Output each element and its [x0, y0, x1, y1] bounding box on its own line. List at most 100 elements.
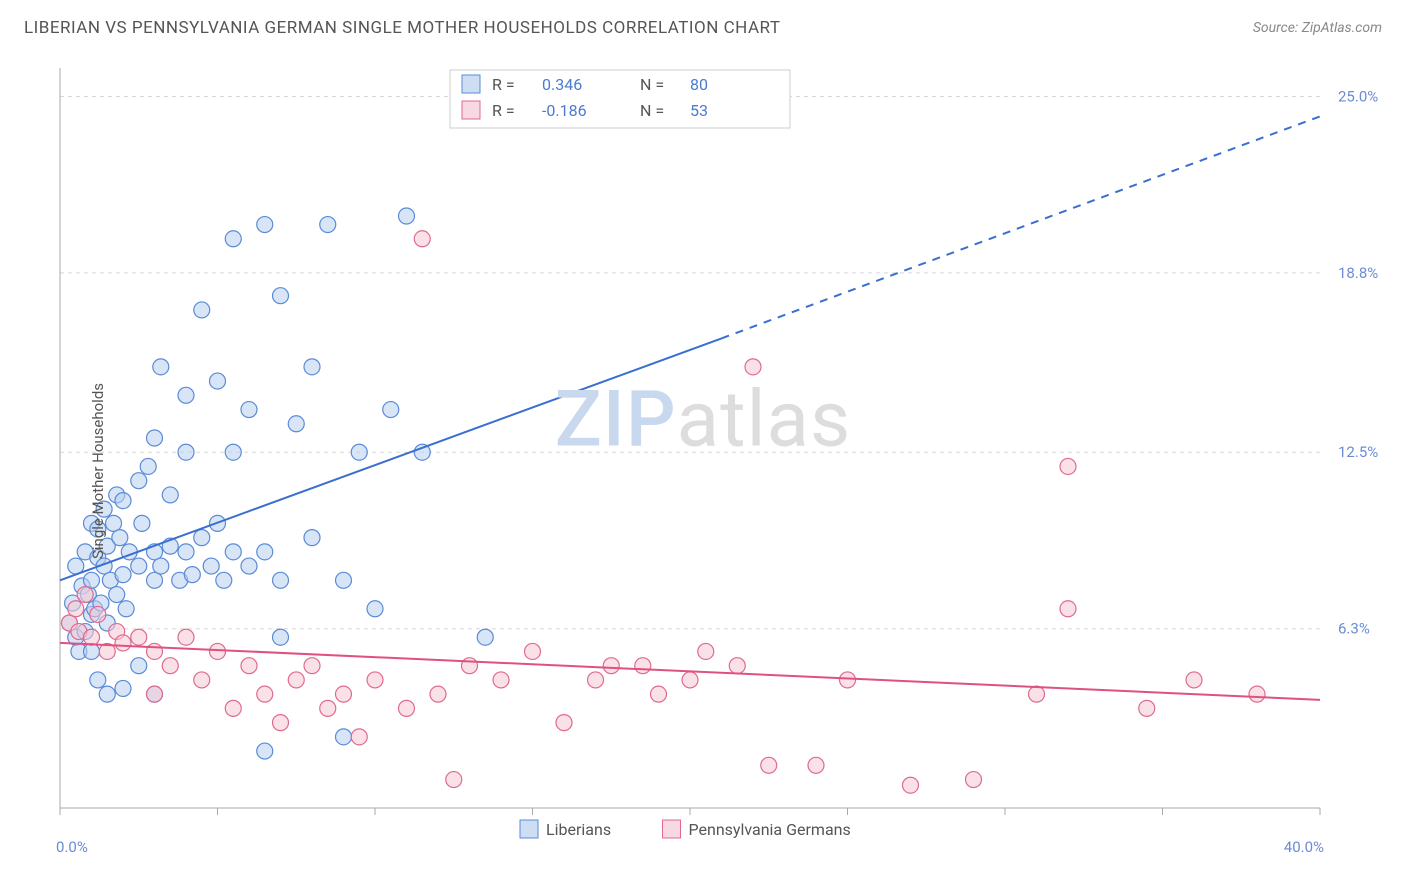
data-point	[651, 686, 667, 702]
data-point	[903, 777, 919, 793]
svg-text:6.3%: 6.3%	[1338, 620, 1370, 638]
data-point	[336, 686, 352, 702]
data-point	[134, 515, 150, 531]
data-point	[90, 606, 106, 622]
data-point	[184, 567, 200, 583]
data-point	[84, 629, 100, 645]
data-point	[194, 530, 210, 546]
svg-text:25.0%: 25.0%	[1338, 87, 1378, 105]
data-point	[729, 658, 745, 674]
data-point	[241, 402, 257, 418]
svg-text:N =: N =	[640, 101, 664, 120]
data-point	[106, 515, 122, 531]
svg-text:18.8%: 18.8%	[1338, 264, 1378, 282]
data-point	[840, 672, 856, 688]
data-point	[273, 288, 289, 304]
data-point	[178, 444, 194, 460]
data-point	[493, 672, 509, 688]
data-point	[112, 530, 128, 546]
data-point	[241, 558, 257, 574]
data-point	[99, 686, 115, 702]
data-point	[131, 473, 147, 489]
data-point	[178, 629, 194, 645]
data-point	[84, 572, 100, 588]
data-point	[84, 643, 100, 659]
data-point	[140, 458, 156, 474]
svg-text:Liberians: Liberians	[546, 820, 611, 839]
data-point	[383, 402, 399, 418]
series-legend: Liberians Pennsylvania Germans	[520, 820, 851, 839]
series-liberians	[61, 208, 493, 759]
data-point	[241, 658, 257, 674]
data-point	[178, 387, 194, 403]
source-credit: Source: ZipAtlas.com	[1253, 20, 1382, 36]
data-point	[1249, 686, 1265, 702]
scatter-chart: 6.3%12.5%18.8%25.0%0.0%40.0%R =0.346N =8…	[0, 50, 1406, 892]
chart-title: LIBERIAN VS PENNSYLVANIA GERMAN SINGLE M…	[24, 18, 781, 38]
data-point	[147, 643, 163, 659]
data-point	[225, 544, 241, 560]
data-point	[351, 729, 367, 745]
data-point	[109, 587, 125, 603]
data-point	[257, 544, 273, 560]
data-point	[304, 530, 320, 546]
data-point	[1029, 686, 1045, 702]
data-point	[635, 658, 651, 674]
svg-text:0.346: 0.346	[542, 75, 582, 94]
data-point	[115, 567, 131, 583]
data-point	[210, 373, 226, 389]
data-point	[462, 658, 478, 674]
y-axis-label: Single Mother Households	[89, 383, 107, 559]
data-point	[399, 208, 415, 224]
data-point	[367, 672, 383, 688]
data-point	[147, 572, 163, 588]
data-point	[446, 772, 462, 788]
data-point	[194, 672, 210, 688]
data-point	[336, 572, 352, 588]
svg-text:-0.186: -0.186	[542, 101, 587, 120]
data-point	[525, 643, 541, 659]
data-point	[162, 658, 178, 674]
data-point	[288, 672, 304, 688]
data-point	[257, 686, 273, 702]
data-point	[1060, 458, 1076, 474]
data-point	[131, 629, 147, 645]
data-point	[367, 601, 383, 617]
data-point	[1186, 672, 1202, 688]
data-point	[477, 629, 493, 645]
data-point	[966, 772, 982, 788]
data-point	[1139, 700, 1155, 716]
svg-text:80: 80	[690, 75, 708, 94]
data-point	[210, 643, 226, 659]
data-point	[162, 487, 178, 503]
data-point	[399, 700, 415, 716]
svg-text:53: 53	[690, 101, 708, 120]
data-point	[304, 359, 320, 375]
chart-container: Single Mother Households ZIPatlas 6.3%12…	[0, 50, 1406, 892]
data-point	[216, 572, 232, 588]
data-point	[90, 672, 106, 688]
data-point	[118, 601, 134, 617]
data-point	[556, 715, 572, 731]
data-point	[1060, 601, 1076, 617]
svg-text:40.0%: 40.0%	[1284, 838, 1324, 856]
data-point	[603, 658, 619, 674]
svg-text:N =: N =	[640, 75, 664, 94]
data-point	[288, 416, 304, 432]
data-point	[225, 700, 241, 716]
data-point	[273, 629, 289, 645]
data-point	[115, 493, 131, 509]
data-point	[225, 231, 241, 247]
data-point	[698, 643, 714, 659]
data-point	[320, 217, 336, 233]
data-point	[351, 444, 367, 460]
data-point	[68, 601, 84, 617]
data-point	[194, 302, 210, 318]
data-point	[336, 729, 352, 745]
data-point	[153, 359, 169, 375]
data-point	[115, 680, 131, 696]
data-point	[588, 672, 604, 688]
data-point	[304, 658, 320, 674]
svg-text:Pennsylvania Germans: Pennsylvania Germans	[689, 820, 851, 839]
data-point	[115, 635, 131, 651]
